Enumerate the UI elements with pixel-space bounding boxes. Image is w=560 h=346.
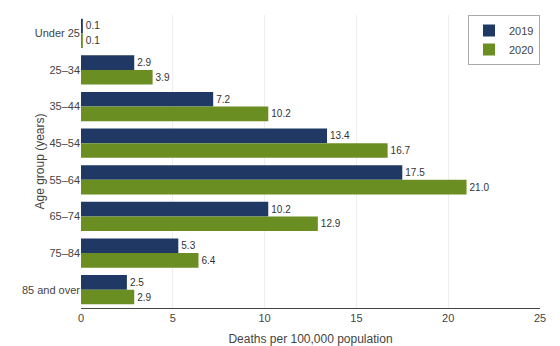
svg-text:45–54: 45–54 (49, 137, 80, 149)
svg-text:2019: 2019 (509, 25, 533, 37)
svg-text:0: 0 (78, 312, 84, 324)
svg-text:5.3: 5.3 (181, 240, 195, 251)
svg-text:Deaths per 100,000 population: Deaths per 100,000 population (228, 332, 392, 346)
svg-text:10: 10 (258, 312, 270, 324)
svg-text:85 and over: 85 and over (22, 284, 80, 296)
svg-text:21.0: 21.0 (470, 182, 490, 193)
svg-text:20: 20 (442, 312, 454, 324)
svg-text:0.1: 0.1 (86, 35, 100, 46)
svg-text:6.4: 6.4 (202, 255, 216, 266)
svg-text:10.2: 10.2 (271, 204, 291, 215)
svg-text:15: 15 (350, 312, 362, 324)
svg-text:5: 5 (170, 312, 176, 324)
svg-text:0.1: 0.1 (86, 20, 100, 31)
svg-text:17.5: 17.5 (405, 167, 425, 178)
svg-text:2.5: 2.5 (130, 277, 144, 288)
svg-text:65–74: 65–74 (49, 210, 80, 222)
svg-text:25–34: 25–34 (49, 64, 80, 76)
svg-text:13.4: 13.4 (330, 130, 350, 141)
svg-text:2.9: 2.9 (137, 292, 151, 303)
svg-text:35–44: 35–44 (49, 100, 80, 112)
svg-text:3.9: 3.9 (156, 72, 170, 83)
svg-text:12.9: 12.9 (321, 218, 341, 229)
svg-text:7.2: 7.2 (216, 94, 230, 105)
svg-text:25: 25 (534, 312, 546, 324)
svg-text:2020: 2020 (509, 44, 533, 56)
svg-text:16.7: 16.7 (391, 145, 411, 156)
svg-text:75–84: 75–84 (49, 247, 80, 259)
svg-text:2.9: 2.9 (137, 57, 151, 68)
svg-text:10.2: 10.2 (271, 108, 291, 119)
svg-text:55–64: 55–64 (49, 174, 80, 186)
svg-text:Age group (years): Age group (years) (33, 113, 47, 209)
svg-text:Under 25: Under 25 (35, 27, 80, 39)
